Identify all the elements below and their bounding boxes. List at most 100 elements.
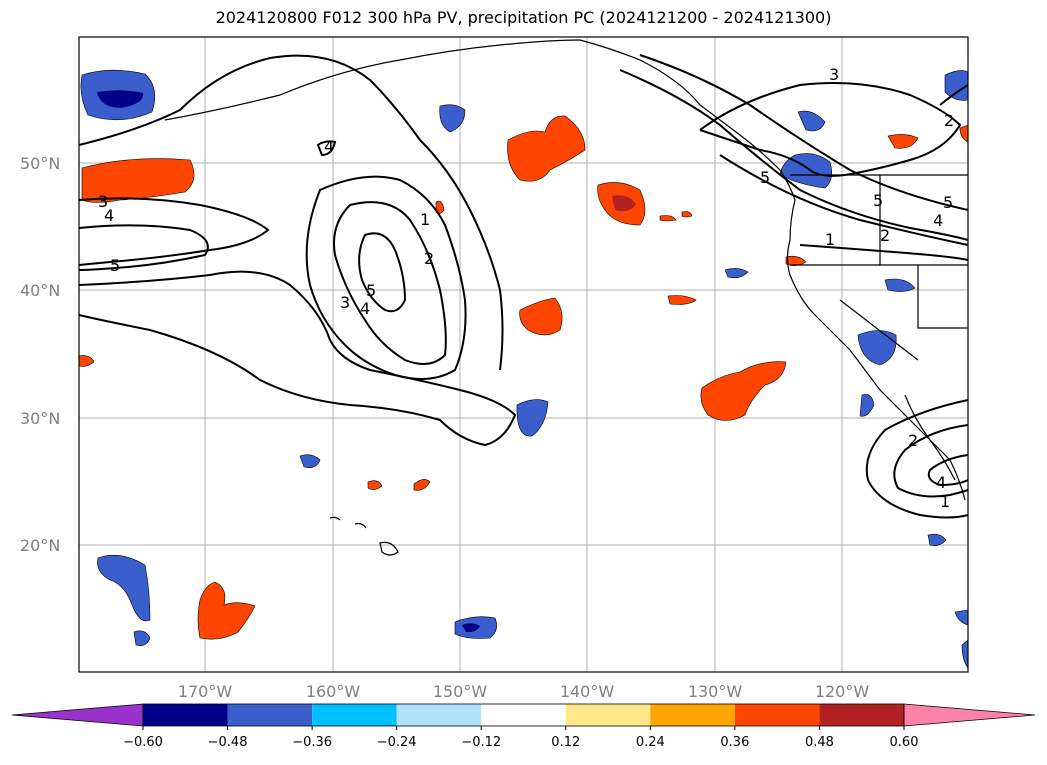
precipitation-shading	[78, 69, 969, 669]
contour-label: 4	[933, 211, 943, 230]
pv-contour	[78, 270, 517, 447]
precip-pos-blob	[887, 134, 919, 149]
colorbar-extend-high	[903, 703, 1036, 727]
precip-neg-blob	[927, 533, 947, 547]
pv-contour	[358, 232, 407, 313]
colorbar-tick-label: 0.24	[636, 735, 665, 750]
colorbar-segment	[312, 704, 397, 726]
precip-neg-blob	[797, 110, 826, 132]
precip-pos-blob	[78, 355, 95, 367]
precip-neg-core	[97, 90, 144, 108]
precip-pos-blob	[785, 255, 807, 266]
contour-label: 1	[420, 210, 430, 229]
pv-contour	[719, 154, 969, 246]
pv-contour	[333, 201, 447, 365]
pv-contour	[927, 454, 969, 487]
colorbar-segment	[650, 704, 735, 726]
pv-contour	[799, 244, 969, 261]
pv-contour	[865, 399, 969, 519]
precip-neg-blob	[299, 454, 321, 468]
pv-contour	[78, 54, 504, 371]
precip-neg-blob	[97, 554, 151, 622]
lat-label-30n: 30°N	[20, 409, 60, 428]
colorbar-tick-label: 0.36	[720, 735, 749, 750]
colorbar-tick-label: −0.36	[292, 735, 332, 750]
map-frame	[78, 36, 969, 673]
contour-label: 3	[340, 293, 350, 312]
pv-contour	[699, 81, 962, 177]
pv-contour	[305, 175, 467, 380]
colorbar-tick-label: 0.60	[890, 735, 919, 750]
contour-labels: 3 4 5 4 1 2 5 3 4 3 5 5 5 4 2 1 2 2 4 1	[98, 65, 954, 511]
map-title: 2024120800 F012 300 hPa PV, precipitatio…	[215, 8, 832, 27]
contour-label: 2	[944, 111, 954, 130]
map-background	[79, 37, 968, 672]
contour-label: 5	[873, 191, 883, 210]
pv-contour	[78, 224, 209, 271]
contour-label: 3	[829, 65, 839, 84]
contour-label: 5	[366, 281, 376, 300]
pv-contour	[939, 84, 969, 106]
precip-pos-blob	[667, 295, 697, 305]
pv-contour	[316, 140, 337, 157]
pv-contour	[619, 69, 969, 241]
precip-pos-blob	[681, 211, 693, 218]
precip-neg-blob	[779, 153, 832, 189]
pv-contour	[78, 197, 270, 266]
contour-label: 2	[908, 431, 918, 450]
contour-label: 5	[943, 193, 953, 212]
lon-label-140w: 140°W	[560, 682, 615, 701]
colorbar-tick-label: −0.48	[208, 735, 248, 750]
precip-pos-blob	[659, 215, 677, 222]
lat-label-40n: 40°N	[20, 281, 60, 300]
pv-contour	[893, 424, 969, 498]
lat-label-20n: 20°N	[20, 536, 60, 555]
contour-label: 1	[940, 492, 950, 511]
precip-pos-blob	[519, 297, 563, 336]
north-american-coast	[579, 39, 966, 501]
precip-neg-blob	[857, 330, 897, 366]
state-border	[917, 265, 968, 329]
lon-label-170w: 170°W	[178, 682, 233, 701]
contour-label: 2	[424, 249, 434, 268]
pv-contour	[639, 54, 969, 211]
longitude-labels: 170°W 160°W 150°W 140°W 130°W 120°W	[178, 682, 870, 701]
latitude-labels: 50°N 40°N 30°N 20°N	[20, 154, 60, 555]
precip-pos-blob	[700, 361, 787, 421]
colorbar-tick-label: 0.12	[551, 735, 580, 750]
colorbar-segment	[819, 704, 904, 726]
precip-pos-blob	[197, 581, 256, 640]
precip-neg-blob	[439, 104, 466, 133]
precip-neg-blob	[516, 399, 549, 437]
colorbar-segment	[734, 704, 820, 726]
contour-label: 4	[360, 299, 370, 318]
contour-label: 4	[324, 137, 334, 156]
colorbar-segment	[143, 704, 228, 726]
lon-label-120w: 120°W	[815, 682, 870, 701]
precip-neg-blob	[859, 394, 875, 417]
precip-pos-core	[612, 195, 636, 212]
hawaii-island	[329, 516, 341, 521]
contour-label: 5	[110, 256, 120, 275]
colorbar-segment	[396, 704, 482, 726]
contour-label: 2	[880, 226, 890, 245]
precip-neg-blob	[724, 268, 749, 279]
colorbar-segment	[565, 704, 651, 726]
aleutian-coast	[164, 39, 581, 121]
hawaii-island	[354, 522, 367, 529]
contour-label: 4	[936, 473, 946, 492]
pv-contours	[78, 54, 969, 519]
precip-pos-blob	[413, 479, 431, 491]
contour-label: 3	[98, 192, 108, 211]
colorbar-segment	[481, 704, 566, 726]
colorbar-border	[142, 703, 905, 727]
precip-neg-blob	[133, 630, 151, 646]
lon-label-130w: 130°W	[688, 682, 743, 701]
contour-label: 4	[104, 206, 114, 225]
colorbar-tick-label: −0.12	[461, 735, 501, 750]
colorbar-segment	[227, 704, 313, 726]
precip-pos-blob	[367, 480, 383, 490]
lon-label-160w: 160°W	[306, 682, 361, 701]
lat-label-50n: 50°N	[20, 154, 60, 173]
